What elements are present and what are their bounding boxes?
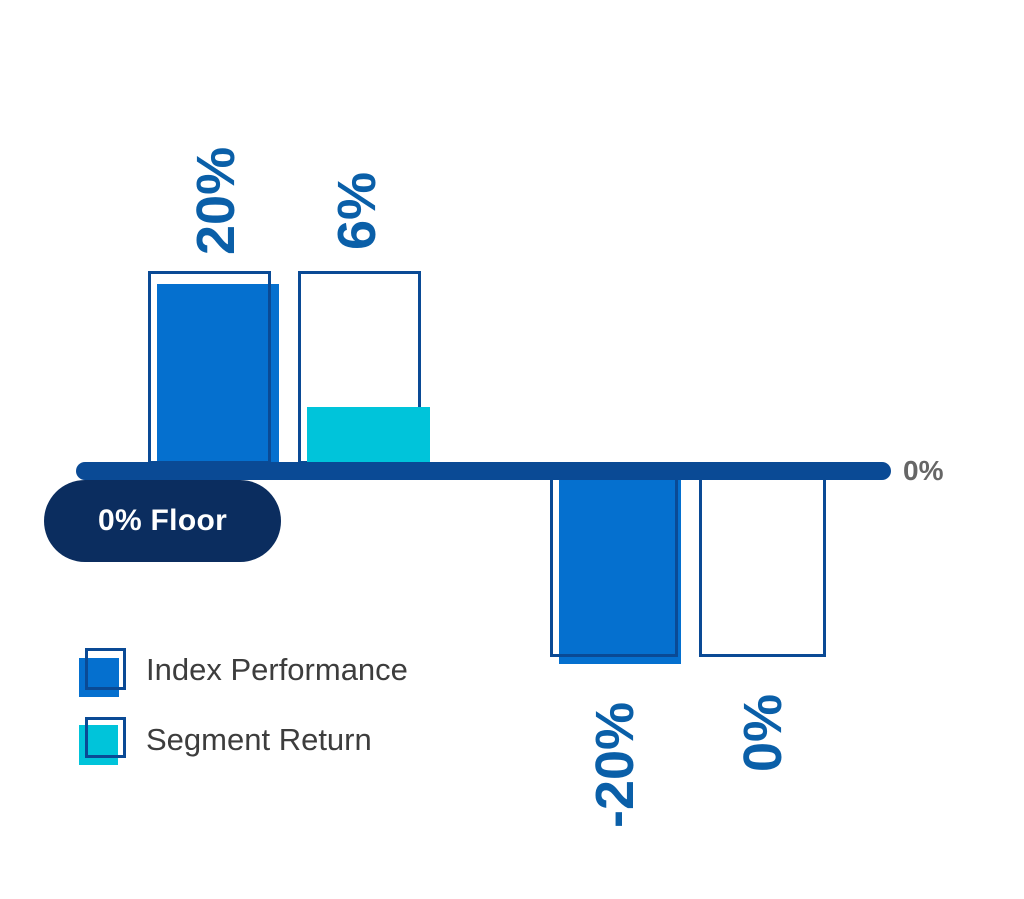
legend-segment-return: Segment Return	[146, 722, 372, 757]
bar-label-index-negative: -20%	[585, 701, 645, 828]
bar-outline-1	[148, 271, 271, 464]
index-performance-bar-negative	[559, 476, 681, 664]
legend-index-swatch-outline	[85, 648, 126, 690]
floor-badge-pct: 0%	[97, 504, 142, 537]
legend-index-performance: Index Performance	[146, 652, 408, 687]
index-performance-bar-positive	[157, 284, 279, 464]
legend-segment-swatch-outline	[85, 717, 126, 758]
bar-outline-4	[699, 476, 826, 657]
floor-badge-text: Floor	[141, 504, 228, 537]
floor-badge: 0% Floor	[44, 480, 281, 562]
zero-axis-line	[76, 462, 891, 480]
bar-label-segment-positive: 6%	[327, 171, 387, 250]
bar-label-index-positive: 20%	[186, 146, 246, 255]
bar-label-segment-negative: 0%	[733, 693, 793, 772]
axis-zero-label: 0%	[903, 455, 944, 486]
segment-return-bar-positive	[307, 407, 430, 464]
bar-outline-3	[550, 476, 678, 657]
